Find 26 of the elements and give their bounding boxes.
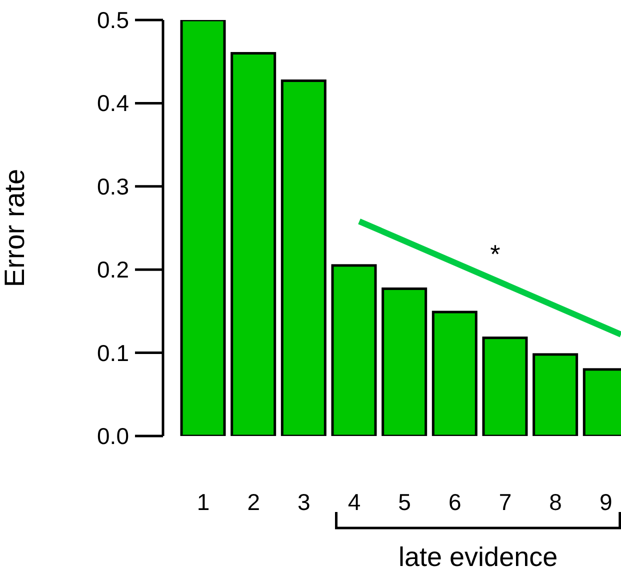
- annotation: *: [490, 238, 500, 269]
- y-axis-title: Error rate: [0, 168, 30, 288]
- bar: [432, 310, 478, 436]
- x-tick-label: 7: [498, 489, 512, 515]
- x-tick-label: 1: [196, 489, 210, 515]
- text: late evidence: [398, 542, 558, 572]
- x-tick-label: 8: [549, 489, 562, 515]
- bar: [532, 353, 578, 436]
- bar: [180, 20, 226, 436]
- bar: [280, 79, 326, 436]
- bar: [382, 287, 428, 436]
- x-tick-label: 2: [247, 489, 260, 515]
- bar: [230, 52, 276, 436]
- y-tick-label: 0.3: [97, 173, 129, 200]
- x-tick-label: 4: [348, 489, 361, 515]
- x-tick-label: 6: [448, 489, 462, 515]
- y-tick-label: 0.2: [97, 256, 129, 283]
- y-tick-label: 0.5: [97, 7, 129, 33]
- y-tick-label: 0.0: [97, 423, 129, 449]
- x-tick-label: 9: [600, 489, 612, 515]
- bar: [482, 336, 528, 436]
- x-tick-label: 5: [398, 489, 411, 515]
- bar: [331, 264, 377, 436]
- y-tick-label: 0.1: [97, 340, 129, 366]
- x-tick-label: 3: [298, 489, 310, 515]
- y-tick-label: 0.4: [97, 90, 130, 116]
